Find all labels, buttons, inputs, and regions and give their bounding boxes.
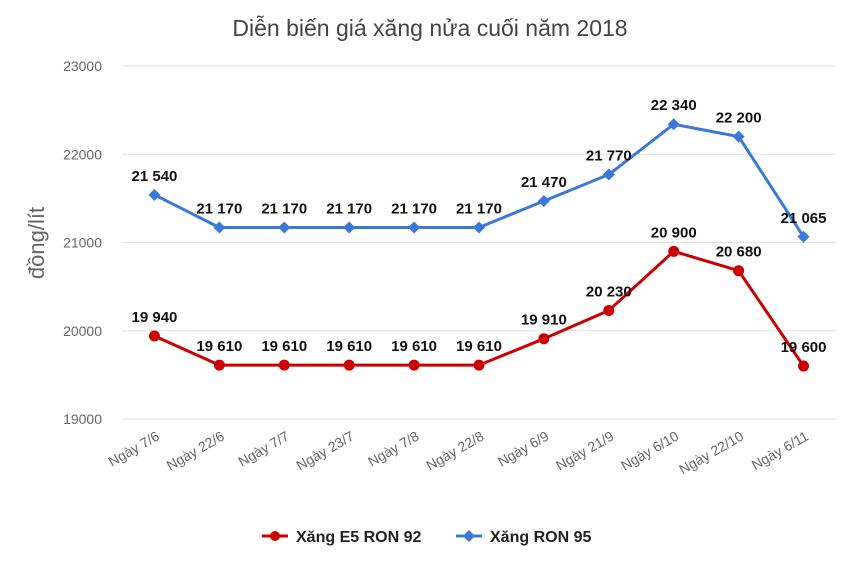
data-label: 19 610 — [261, 338, 307, 355]
data-point — [408, 359, 420, 371]
y-axis-label: đồng/lít — [24, 207, 49, 279]
data-point — [537, 195, 550, 208]
chart-title: Diễn biến giá xăng nửa cuối năm 2018 — [232, 15, 627, 41]
data-label: 22 200 — [716, 110, 762, 127]
legend: Xăng E5 RON 92 Xăng RON 95 — [262, 529, 591, 546]
data-label: 21 065 — [781, 210, 827, 227]
legend-item-e5: Xăng E5 RON 92 — [262, 529, 421, 546]
data-label: 21 170 — [391, 200, 437, 217]
y-tick-label: 22000 — [63, 146, 102, 162]
data-label: 19 940 — [132, 309, 178, 326]
x-tick-label: Ngày 7/8 — [365, 428, 422, 470]
data-label: 21 540 — [132, 168, 178, 185]
data-point — [473, 359, 485, 371]
data-label: 19 610 — [326, 338, 372, 355]
data-point — [602, 168, 615, 181]
x-tick-label: Ngày 22/6 — [164, 428, 227, 474]
data-label: 19 610 — [456, 338, 502, 355]
data-point — [213, 221, 226, 234]
legend-label-e5: Xăng E5 RON 92 — [296, 529, 421, 546]
data-label: 19 910 — [521, 312, 567, 329]
data-point — [343, 221, 356, 234]
data-point — [667, 118, 680, 131]
data-point — [732, 130, 745, 143]
data-labels: 19 940 19 610 19 610 19 610 19 610 19 610 19 9… — [132, 97, 827, 356]
data-point — [278, 221, 291, 234]
data-label: 21 170 — [326, 200, 372, 217]
y-tick-label: 23000 — [63, 58, 102, 74]
legend-label-ron95: Xăng RON 95 — [490, 529, 591, 546]
data-label: 19 600 — [781, 339, 827, 356]
data-label: 21 170 — [196, 200, 242, 217]
x-tick-label: Ngày 6/10 — [618, 428, 681, 474]
x-tick-label: Ngày 7/6 — [105, 428, 162, 470]
y-tick-labels: 19000 20000 21000 22000 23000 — [63, 58, 102, 427]
data-point — [797, 230, 810, 243]
data-point — [408, 221, 421, 234]
data-label: 22 340 — [651, 97, 697, 114]
data-point — [278, 359, 290, 371]
data-label: 19 610 — [196, 338, 242, 355]
data-point — [668, 245, 680, 257]
y-tick-label: 20000 — [63, 323, 102, 339]
data-point — [798, 360, 810, 372]
series-line-1 — [153, 122, 805, 238]
x-tick-labels: Ngày 7/6 Ngày 22/6 Ngày 7/7 Ngày 23/7 Ngày 7… — [105, 428, 811, 478]
data-label: 21 470 — [521, 174, 567, 191]
data-point — [213, 359, 225, 371]
data-point — [343, 359, 355, 371]
gridlines — [122, 65, 836, 420]
data-label: 21 770 — [586, 148, 632, 165]
data-point — [603, 304, 615, 316]
data-label: 19 610 — [391, 338, 437, 355]
data-label: 21 170 — [261, 200, 307, 217]
x-tick-label: Ngày 23/7 — [293, 428, 356, 474]
legend-marker-ron95 — [463, 530, 475, 542]
x-tick-label: Ngày 22/8 — [423, 428, 486, 474]
data-label: 21 170 — [456, 200, 502, 217]
y-tick-label: 19000 — [63, 411, 102, 427]
series-lines — [148, 118, 810, 372]
data-point — [733, 265, 745, 277]
x-tick-label: Ngày 22/10 — [676, 428, 746, 478]
y-tick-label: 21000 — [63, 235, 102, 251]
x-tick-label: Ngày 6/11 — [749, 428, 812, 473]
data-label: 20 230 — [586, 283, 632, 300]
x-tick-label: Ngày 7/7 — [235, 428, 292, 470]
x-tick-label: Ngày 21/9 — [553, 428, 616, 474]
legend-item-ron95: Xăng RON 95 — [456, 529, 591, 546]
data-point — [148, 188, 161, 201]
data-point — [473, 221, 485, 234]
data-point — [148, 330, 160, 342]
data-label: 20 900 — [651, 224, 697, 241]
data-point — [538, 333, 550, 345]
legend-marker-e5 — [270, 531, 280, 541]
x-tick-label: Ngày 6/9 — [495, 428, 552, 470]
data-label: 20 680 — [716, 244, 762, 261]
